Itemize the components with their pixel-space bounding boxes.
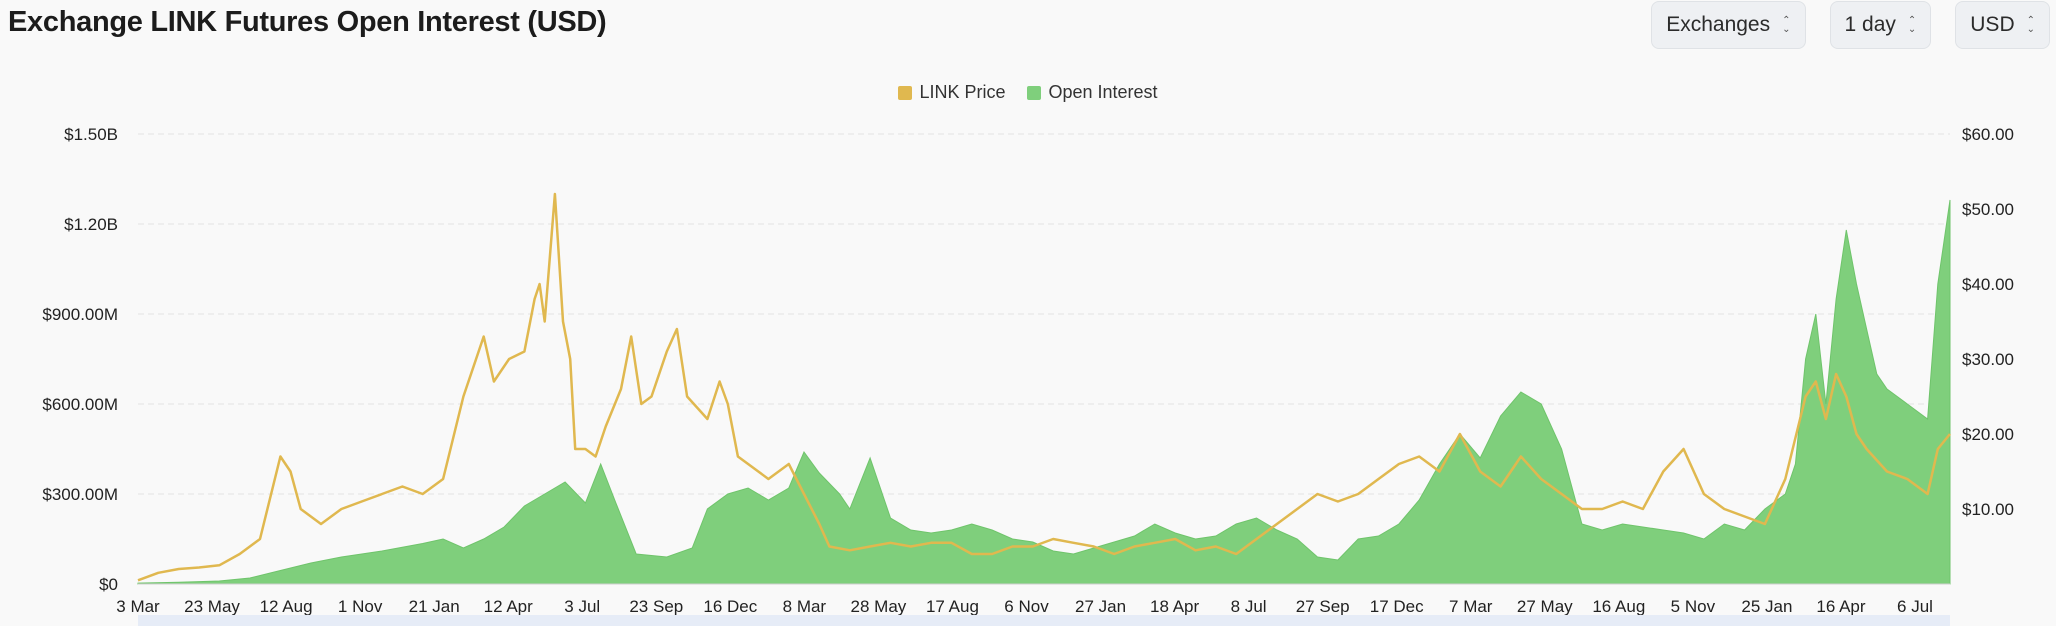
x-tick-label: 18 Apr bbox=[1150, 597, 1199, 616]
x-tick-label: 8 Mar bbox=[783, 597, 827, 616]
x-tick-label: 27 Sep bbox=[1296, 597, 1350, 616]
x-tick-label: 17 Dec bbox=[1370, 597, 1424, 616]
x-tick-label: 3 Mar bbox=[116, 597, 160, 616]
y-right-tick-label: $40.00 bbox=[1962, 275, 2014, 294]
legend-swatch-price bbox=[898, 85, 913, 100]
x-tick-label: 5 Nov bbox=[1671, 597, 1716, 616]
chevron-updown-icon: ⌃ ⌄ bbox=[1907, 15, 1917, 35]
currency-select[interactable]: USD ⌃ ⌄ bbox=[1955, 1, 2050, 49]
currency-select-label: USD bbox=[1970, 13, 2015, 36]
legend-swatch-open-interest bbox=[1027, 85, 1042, 100]
chevron-updown-icon: ⌃ ⌄ bbox=[2026, 15, 2035, 35]
x-tick-label: 16 Aug bbox=[1592, 597, 1645, 616]
x-tick-label: 27 May bbox=[1517, 597, 1573, 616]
chart-legend: LINK Price Open Interest bbox=[0, 82, 2056, 103]
interval-select[interactable]: 1 day ⌃ ⌄ bbox=[1829, 1, 1932, 49]
interval-select-label: 1 day bbox=[1844, 13, 1896, 36]
x-tick-label: 21 Jan bbox=[409, 597, 460, 616]
x-tick-label: 6 Nov bbox=[1004, 597, 1049, 616]
legend-label-open-interest: Open Interest bbox=[1048, 82, 1158, 102]
y-right-tick-label: $20.00 bbox=[1962, 425, 2014, 444]
y-left-tick-label: $1.50B bbox=[64, 125, 118, 144]
x-tick-label: 8 Jul bbox=[1231, 597, 1267, 616]
x-tick-label: 23 Sep bbox=[629, 597, 683, 616]
x-tick-label: 25 Jan bbox=[1741, 597, 1792, 616]
legend-label-price: LINK Price bbox=[919, 82, 1006, 102]
open-interest-area bbox=[137, 199, 1951, 585]
exchanges-select[interactable]: Exchanges ⌃ ⌄ bbox=[1651, 1, 1806, 49]
x-tick-label: 17 Aug bbox=[926, 597, 979, 616]
y-right-tick-label: $60.00 bbox=[1962, 125, 2014, 144]
y-left-tick-label: $0 bbox=[99, 575, 118, 594]
y-left-tick-label: $1.20B bbox=[64, 215, 118, 234]
x-tick-label: 1 Nov bbox=[338, 597, 383, 616]
legend-item-open-interest[interactable]: Open Interest bbox=[1027, 82, 1158, 103]
x-tick-label: 16 Dec bbox=[703, 597, 757, 616]
x-tick-label: 12 Aug bbox=[260, 597, 313, 616]
x-tick-label: 23 May bbox=[184, 597, 240, 616]
exchanges-select-label: Exchanges bbox=[1666, 13, 1771, 36]
chart-controls: Exchanges ⌃ ⌄ 1 day ⌃ ⌄ USD ⌃ ⌄ bbox=[1651, 1, 2050, 49]
y-right-tick-label: $50.00 bbox=[1962, 200, 2014, 219]
x-tick-label: 6 Jul bbox=[1897, 597, 1933, 616]
legend-item-price[interactable]: LINK Price bbox=[898, 82, 1005, 103]
y-left-tick-label: $900.00M bbox=[42, 305, 118, 324]
x-tick-label: 3 Jul bbox=[564, 597, 600, 616]
page-title: Exchange LINK Futures Open Interest (USD… bbox=[8, 6, 607, 38]
x-tick-label: 12 Apr bbox=[484, 597, 533, 616]
link-price-line bbox=[137, 192, 1951, 582]
x-tick-label: 7 Mar bbox=[1449, 597, 1493, 616]
y-left-tick-label: $600.00M bbox=[42, 395, 118, 414]
range-scrollbar[interactable] bbox=[138, 615, 1950, 626]
x-tick-label: 16 Apr bbox=[1816, 597, 1865, 616]
y-left-tick-label: $300.00M bbox=[42, 485, 118, 504]
y-right-tick-label: $10.00 bbox=[1962, 500, 2014, 519]
x-tick-label: 28 May bbox=[851, 597, 907, 616]
y-right-tick-label: $30.00 bbox=[1962, 350, 2014, 369]
chevron-updown-icon: ⌃ ⌄ bbox=[1782, 15, 1791, 35]
x-tick-label: 27 Jan bbox=[1075, 597, 1126, 616]
